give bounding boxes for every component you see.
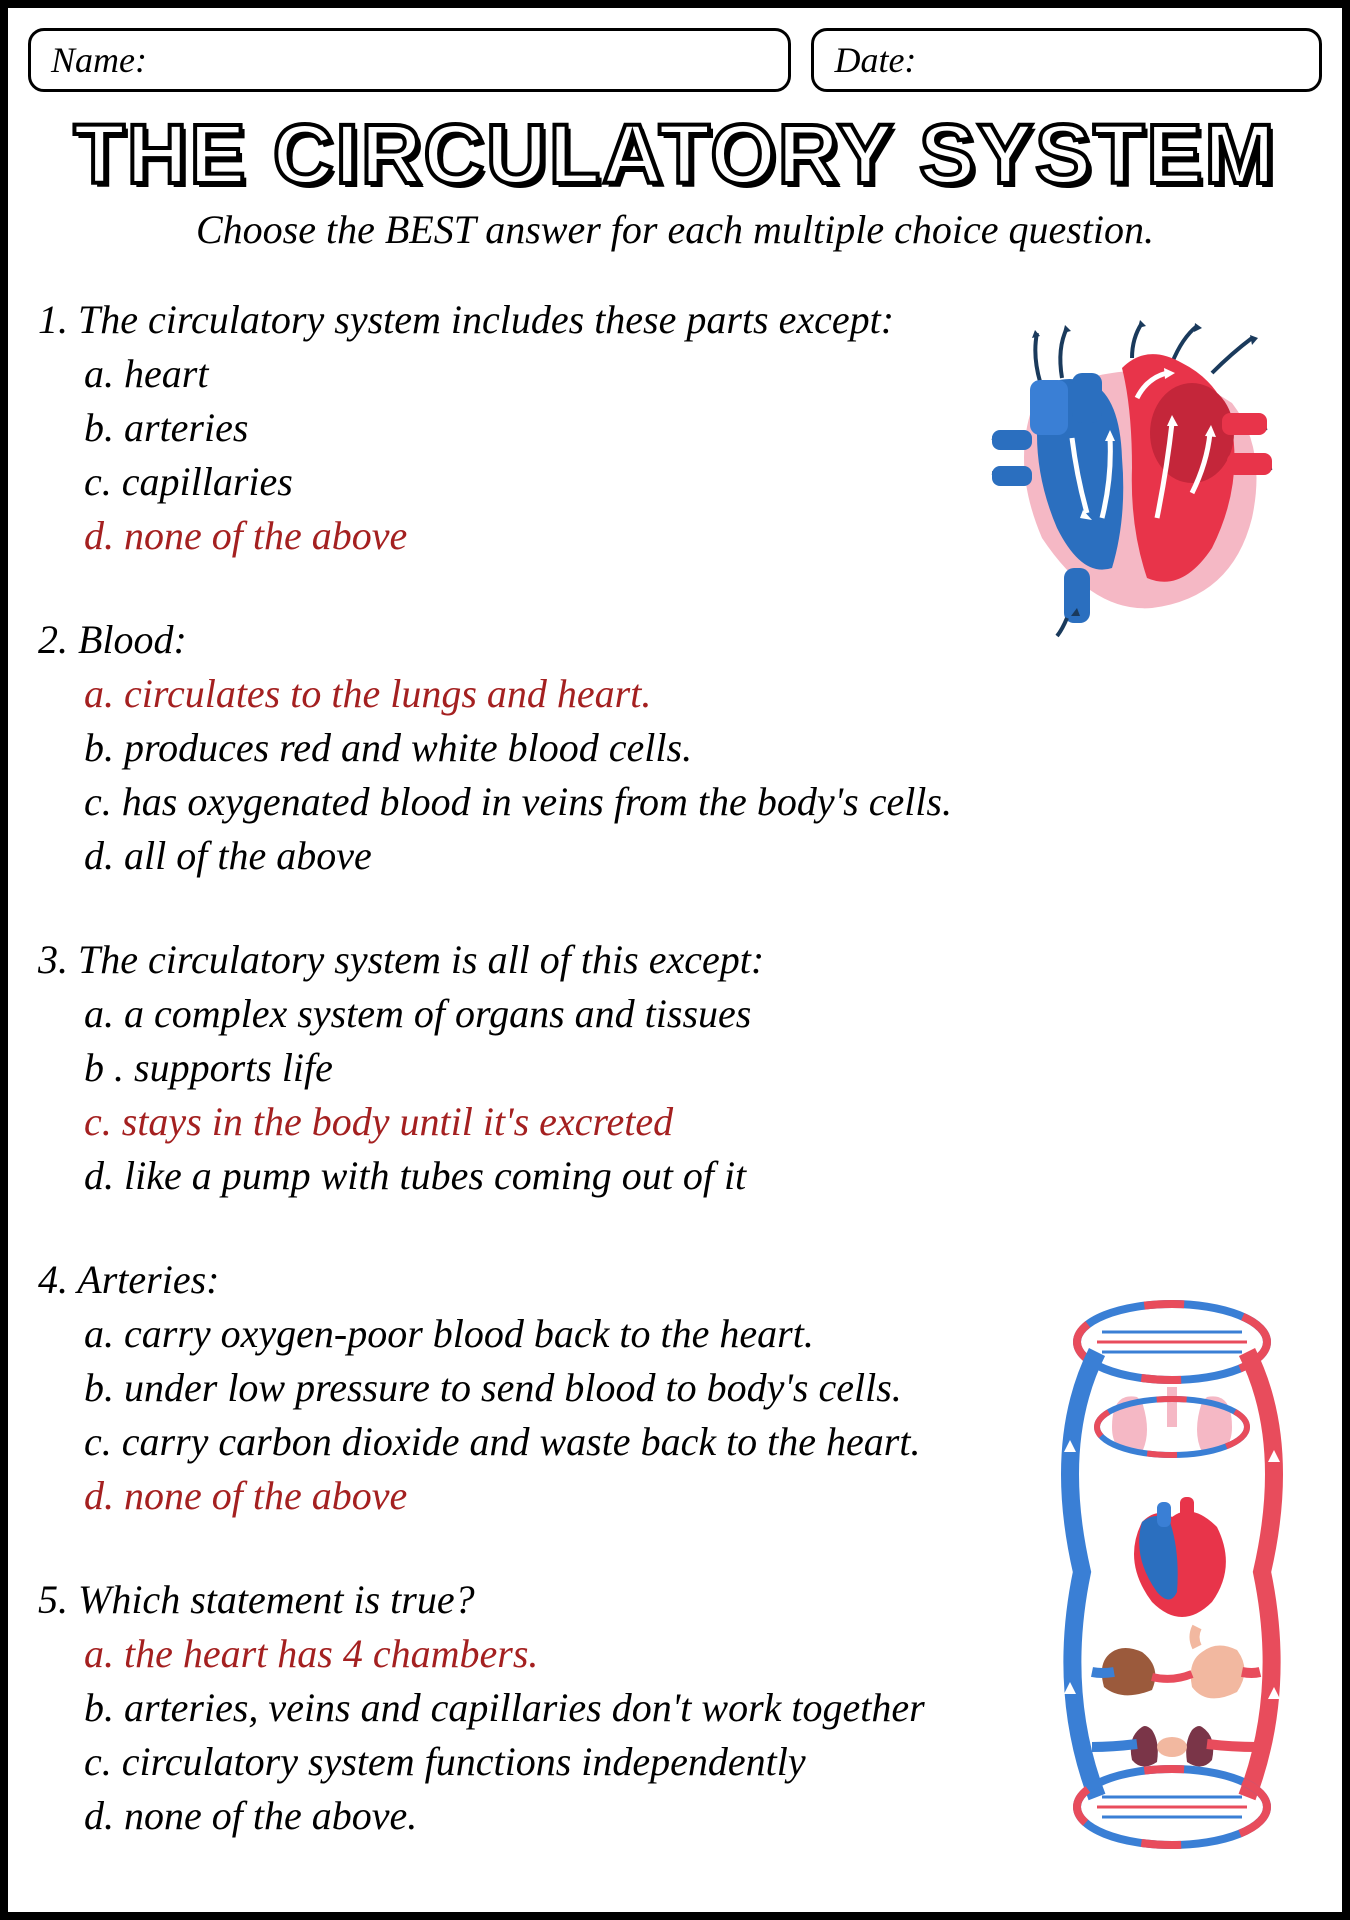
answer-option[interactable]: d. all of the above [84, 829, 1322, 883]
answer-option[interactable]: a. circulates to the lungs and heart. [84, 667, 1322, 721]
question: 3. The circulatory system is all of this… [38, 933, 1322, 1203]
options-list: a. a complex system of organs and tissue… [38, 987, 1322, 1203]
options-list: a. circulates to the lungs and heart.b. … [38, 667, 1322, 883]
question: 2. Blood:a. circulates to the lungs and … [38, 613, 1322, 883]
answer-option[interactable]: d. like a pump with tubes coming out of … [84, 1149, 1322, 1203]
answer-option[interactable]: a. a complex system of organs and tissue… [84, 987, 1322, 1041]
answer-option[interactable]: b . supports life [84, 1041, 1322, 1095]
question-text: 3. The circulatory system is all of this… [38, 933, 1322, 987]
heart-diagram-icon [972, 318, 1292, 638]
answer-option[interactable]: c. has oxygenated blood in veins from th… [84, 775, 1322, 829]
name-field[interactable]: Name: [28, 28, 791, 92]
answer-option[interactable]: c. stays in the body until it's excreted [84, 1095, 1322, 1149]
page-title: THE CIRCULATORY SYSTEM [28, 112, 1322, 196]
circulation-diagram-icon [1042, 1292, 1302, 1852]
answer-option[interactable]: b. produces red and white blood cells. [84, 721, 1322, 775]
date-field[interactable]: Date: [811, 28, 1322, 92]
page-subtitle: Choose the BEST answer for each multiple… [28, 206, 1322, 253]
top-fields: Name: Date: [28, 28, 1322, 92]
